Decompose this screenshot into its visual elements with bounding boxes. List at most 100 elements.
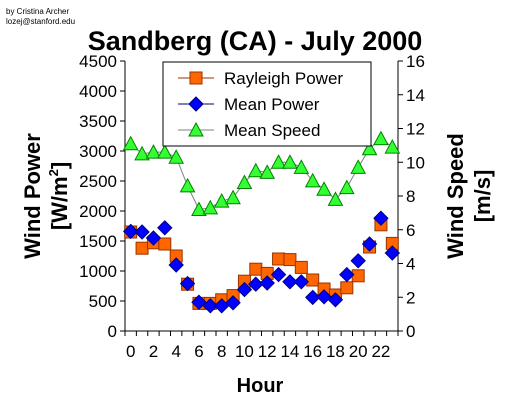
y-right-tick-label: 0 bbox=[406, 322, 415, 341]
credit-line-1: by Cristina Archer bbox=[6, 7, 69, 16]
point-mean-power bbox=[202, 298, 219, 314]
x-tick-label: 0 bbox=[126, 342, 135, 361]
y-right-tick-label: 2 bbox=[406, 288, 415, 307]
point-mean-speed bbox=[202, 199, 219, 215]
point-mean-speed bbox=[179, 177, 196, 193]
x-tick-label: 8 bbox=[217, 342, 226, 361]
data-markers bbox=[122, 130, 401, 314]
point-rayleigh-power bbox=[272, 252, 286, 266]
point-mean-power bbox=[270, 266, 287, 283]
point-mean-power bbox=[373, 210, 389, 226]
y-right-tick-label: 8 bbox=[406, 187, 415, 206]
y-right-tick-label: 16 bbox=[406, 52, 425, 71]
point-mean-power bbox=[361, 236, 378, 252]
point-mean-power bbox=[248, 276, 264, 292]
point-mean-speed bbox=[225, 189, 241, 205]
y-left-tick-label: 1500 bbox=[79, 232, 117, 251]
point-mean-power bbox=[225, 295, 241, 311]
point-mean-speed bbox=[236, 174, 253, 189]
point-mean-power bbox=[157, 220, 173, 236]
point-mean-speed bbox=[327, 191, 344, 206]
point-rayleigh-power bbox=[135, 241, 149, 255]
y-left-tick-label: 0 bbox=[108, 322, 117, 341]
point-mean-speed bbox=[338, 179, 355, 195]
point-mean-speed bbox=[247, 162, 264, 178]
x-tick-label: 22 bbox=[371, 342, 390, 361]
point-mean-speed bbox=[282, 154, 298, 169]
y-right-tick-label: 10 bbox=[406, 153, 425, 172]
x-tick-label: 18 bbox=[326, 342, 345, 361]
point-mean-speed bbox=[134, 145, 150, 161]
point-mean-speed bbox=[191, 201, 207, 216]
credit-line-2: lozej@stanford.edu bbox=[6, 17, 75, 26]
x-tick-label: 10 bbox=[235, 342, 254, 361]
point-mean-power bbox=[179, 275, 196, 292]
point-mean-speed bbox=[122, 135, 139, 151]
point-mean-speed bbox=[145, 144, 162, 159]
point-mean-speed bbox=[316, 181, 332, 196]
y-right-tick-label: 14 bbox=[406, 86, 425, 105]
point-mean-speed bbox=[213, 193, 230, 208]
x-tick-label: 2 bbox=[149, 342, 158, 361]
y-right-label-line-2: [m/s] bbox=[470, 170, 495, 223]
legend-marker-diamond bbox=[188, 96, 204, 112]
legend-label: Mean Power bbox=[224, 95, 320, 114]
point-mean-speed bbox=[304, 172, 321, 188]
x-axis-label: Hour bbox=[237, 375, 284, 397]
point-rayleigh-power bbox=[158, 237, 172, 251]
point-rayleigh-power bbox=[340, 281, 354, 295]
x-tick-label: 12 bbox=[258, 342, 277, 361]
point-mean-power bbox=[384, 245, 401, 261]
legend: Rayleigh Power Mean Power Mean Speed bbox=[162, 61, 372, 147]
x-tick-label: 20 bbox=[349, 342, 368, 361]
y-left-tick-label: 1000 bbox=[79, 262, 117, 281]
legend-entries: Rayleigh Power Mean Power Mean Speed bbox=[178, 69, 343, 140]
y-left-label-close: ] bbox=[47, 162, 72, 169]
y-left-tick-label: 4500 bbox=[79, 52, 117, 71]
point-mean-power bbox=[191, 294, 207, 310]
legend-marker-square bbox=[189, 71, 203, 85]
point-mean-power bbox=[145, 230, 162, 246]
point-mean-speed bbox=[156, 144, 173, 159]
y-left-label-unit: [W/m bbox=[47, 176, 72, 230]
right-axis-ticks: 0 2 4 6 8 10 12 14 16 bbox=[398, 52, 425, 341]
y-right-tick-label: 6 bbox=[406, 221, 415, 240]
point-mean-power bbox=[339, 266, 355, 283]
point-mean-power bbox=[134, 224, 150, 240]
point-mean-speed bbox=[293, 159, 310, 174]
point-mean-speed bbox=[361, 140, 378, 156]
point-mean-power bbox=[236, 281, 253, 298]
point-mean-power bbox=[316, 289, 332, 305]
y-right-tick-label: 12 bbox=[406, 120, 425, 139]
legend-label: Rayleigh Power bbox=[224, 69, 343, 88]
y-left-tick-label: 500 bbox=[89, 292, 117, 311]
legend-marker-triangle bbox=[188, 121, 204, 137]
point-mean-speed bbox=[259, 164, 276, 179]
y-right-label-line-1: Wind Speed bbox=[443, 133, 468, 259]
point-mean-power bbox=[282, 274, 298, 290]
left-axis-ticks: 0 500 1000 1500 2000 2500 3000 3500 4000 4500 bbox=[79, 52, 125, 341]
point-rayleigh-power bbox=[283, 253, 297, 267]
x-tick-label: 6 bbox=[194, 342, 203, 361]
point-rayleigh-power bbox=[249, 262, 263, 276]
x-tick-label: 4 bbox=[171, 342, 180, 361]
point-mean-power bbox=[350, 253, 366, 269]
x-axis-ticks: 0 2 4 6 8 10 12 14 16 18 20 22 bbox=[124, 331, 399, 361]
chart-title: Sandberg (CA) - July 2000 bbox=[88, 26, 423, 56]
x-tick-label: 14 bbox=[280, 342, 299, 361]
y-left-label-superscript: 2 bbox=[46, 169, 61, 176]
point-mean-power bbox=[327, 292, 344, 308]
y-left-tick-label: 4000 bbox=[79, 82, 117, 101]
point-mean-speed bbox=[384, 139, 401, 154]
point-mean-power bbox=[122, 223, 139, 240]
y-left-tick-label: 2500 bbox=[79, 172, 117, 191]
point-rayleigh-power bbox=[306, 273, 320, 287]
point-mean-power bbox=[259, 275, 275, 291]
point-mean-speed bbox=[270, 154, 287, 169]
point-mean-power bbox=[304, 289, 321, 306]
point-rayleigh-power bbox=[351, 269, 365, 283]
y-left-tick-label: 2000 bbox=[79, 202, 117, 221]
point-mean-power bbox=[293, 274, 310, 290]
